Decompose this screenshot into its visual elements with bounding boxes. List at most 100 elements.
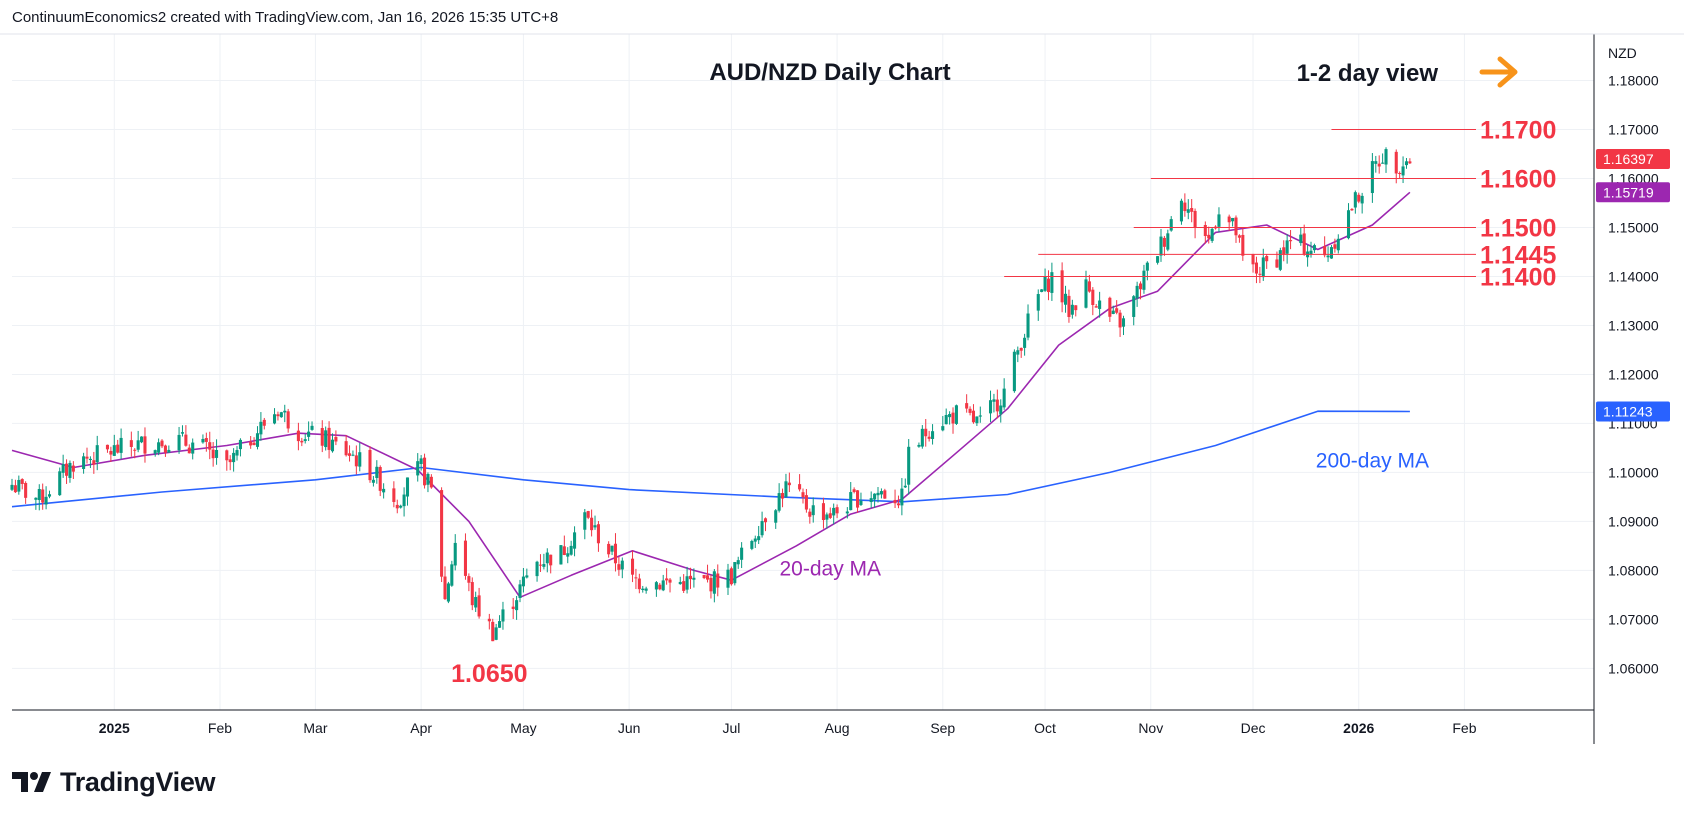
- candle-down: [1234, 217, 1238, 236]
- candle-down: [1394, 151, 1398, 174]
- candle-down: [1060, 270, 1064, 303]
- candle-up: [644, 588, 648, 591]
- tradingview-brand[interactable]: TradingView: [12, 766, 216, 798]
- candle-up: [1169, 219, 1173, 231]
- candle-up: [1312, 245, 1316, 251]
- candle-up: [416, 461, 420, 476]
- candle-up: [405, 477, 410, 497]
- candle-down: [804, 495, 808, 510]
- candle-down: [491, 621, 495, 642]
- candle-up: [1023, 337, 1027, 348]
- level-label: 1.1600: [1480, 166, 1556, 194]
- candle-up: [1040, 289, 1044, 292]
- candle-down: [729, 568, 733, 585]
- y-tick-label: 1.13000: [1608, 317, 1659, 333]
- y-tick-label: 1.14000: [1608, 268, 1659, 284]
- candle-up: [999, 405, 1003, 415]
- candle-up: [1121, 318, 1126, 327]
- candle-up: [1166, 233, 1170, 250]
- candle-up: [494, 627, 498, 640]
- candle-down: [348, 453, 352, 456]
- candle-up: [324, 430, 328, 448]
- candle-up: [450, 564, 454, 586]
- candle-up: [283, 410, 287, 413]
- candle-up: [641, 588, 645, 590]
- candle-up: [515, 600, 519, 611]
- candle-up: [215, 449, 219, 458]
- candle-down: [296, 430, 300, 442]
- candle-up: [1217, 214, 1221, 227]
- candle-up: [849, 492, 853, 511]
- candle-up: [1370, 161, 1374, 194]
- currency-label: NZD: [1608, 45, 1637, 61]
- candle-up: [255, 433, 260, 447]
- candle-down: [1094, 306, 1098, 308]
- candle-down: [463, 540, 467, 576]
- candle-up: [140, 436, 144, 443]
- candle-down: [549, 554, 553, 566]
- candles-layer: [10, 147, 1412, 642]
- y-tick-label: 1.18000: [1608, 73, 1659, 89]
- candle-up: [774, 510, 778, 523]
- x-tick-label: Jun: [618, 720, 641, 736]
- candle-down: [688, 575, 693, 580]
- candle-up: [1145, 262, 1149, 271]
- candle-down: [1265, 255, 1269, 262]
- candle-down: [668, 579, 672, 583]
- view-label: 1-2 day view: [1297, 60, 1439, 87]
- candle-up: [37, 489, 41, 501]
- candle-down: [429, 476, 433, 488]
- low-annotation: 1.0650: [451, 660, 527, 688]
- candle-down: [20, 479, 24, 484]
- candle-up: [44, 496, 48, 505]
- candle-down: [828, 513, 832, 518]
- candle-up: [68, 462, 72, 478]
- price-tag-box: [1596, 182, 1670, 203]
- candle-up: [61, 464, 65, 473]
- candle-down: [1108, 297, 1112, 317]
- candle-up: [1384, 149, 1388, 165]
- candle-down: [883, 490, 887, 499]
- ma20-layer: [11, 191, 1411, 599]
- candle-down: [443, 576, 447, 600]
- candle-up: [753, 538, 757, 542]
- candle-down: [395, 504, 399, 509]
- candle-up: [1285, 240, 1289, 254]
- candle-down: [716, 573, 720, 588]
- candle-up: [1261, 257, 1265, 278]
- candle-up: [740, 547, 744, 560]
- candle-up: [167, 449, 171, 453]
- chart-title: AUD/NZD Daily Chart: [709, 59, 950, 86]
- candle-down: [252, 442, 256, 446]
- candle-up: [559, 545, 563, 565]
- candle-up: [112, 445, 116, 456]
- x-tick-label: Dec: [1241, 720, 1266, 736]
- level-label: 1.1500: [1480, 214, 1556, 242]
- candle-down: [208, 442, 212, 450]
- candle-down: [477, 595, 481, 617]
- candle-up: [501, 609, 505, 622]
- candle-up: [474, 597, 478, 608]
- ma200-label: 200-day MA: [1316, 450, 1429, 473]
- candle-down: [187, 447, 191, 454]
- candle-up: [1179, 200, 1183, 222]
- candle-down: [709, 577, 713, 592]
- candle-down: [1282, 247, 1286, 255]
- candle-down: [1118, 312, 1122, 328]
- candle-up: [95, 445, 99, 463]
- candle-up: [569, 545, 573, 555]
- candle-up: [119, 437, 123, 453]
- candle-down: [1357, 194, 1361, 202]
- candle-up: [1098, 300, 1102, 309]
- candle-up: [1210, 228, 1214, 241]
- candle-up: [1070, 304, 1074, 315]
- candle-up: [426, 473, 430, 485]
- level-label: 1.1700: [1480, 117, 1556, 145]
- candle-down: [1237, 235, 1241, 238]
- candle-up: [232, 452, 236, 463]
- x-tick-label: May: [510, 720, 536, 736]
- candle-up: [1002, 388, 1006, 408]
- candle-up: [678, 581, 682, 585]
- candle-up: [876, 492, 880, 496]
